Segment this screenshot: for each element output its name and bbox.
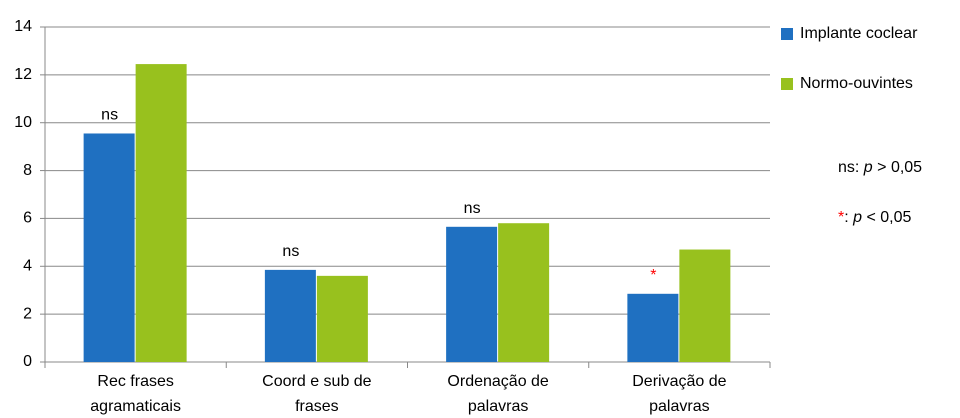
bar bbox=[264, 269, 316, 362]
annotation: ns bbox=[282, 243, 299, 260]
x-tick-label: agramaticais bbox=[90, 398, 181, 415]
y-tick-label: 8 bbox=[23, 162, 32, 179]
legend-swatch bbox=[781, 28, 793, 40]
bar bbox=[135, 64, 187, 362]
legend-swatch bbox=[781, 78, 793, 90]
legend-label: Implante coclear bbox=[800, 25, 918, 42]
y-tick-label: 14 bbox=[14, 18, 32, 35]
legend-label: Normo-ouvintes bbox=[800, 75, 913, 92]
annotation: ns bbox=[101, 107, 118, 124]
x-tick-label: palavras bbox=[649, 398, 709, 415]
note-part: ns: bbox=[838, 159, 864, 176]
y-tick-label: 12 bbox=[14, 66, 32, 83]
bar bbox=[316, 275, 368, 362]
y-tick-label: 4 bbox=[23, 258, 32, 275]
x-tick-label: palavras bbox=[468, 398, 528, 415]
note: *: p < 0,05 bbox=[838, 209, 912, 226]
x-tick-label: Derivação de bbox=[632, 373, 726, 390]
note-part: p bbox=[863, 159, 873, 176]
note-part: < 0,05 bbox=[862, 209, 911, 226]
bar bbox=[627, 293, 679, 362]
bar bbox=[83, 133, 135, 362]
bar bbox=[679, 249, 731, 362]
note-part: > 0,05 bbox=[873, 159, 922, 176]
x-tick-label: Rec frases bbox=[97, 373, 173, 390]
annotation: ns bbox=[464, 200, 481, 217]
y-tick-label: 10 bbox=[14, 114, 32, 131]
x-tick-label: Coord e sub de bbox=[262, 373, 372, 390]
note-part: : bbox=[844, 209, 853, 226]
note: ns: p > 0,05 bbox=[838, 159, 922, 176]
x-tick-label: frases bbox=[295, 398, 339, 415]
annotation: * bbox=[650, 267, 656, 284]
note-part: * bbox=[838, 209, 844, 226]
y-tick-label: 2 bbox=[23, 305, 32, 322]
bar bbox=[498, 223, 550, 362]
bar bbox=[446, 226, 498, 362]
y-tick-label: 6 bbox=[23, 210, 32, 227]
note-part: p bbox=[852, 209, 862, 226]
y-tick-label: 0 bbox=[23, 353, 32, 370]
x-tick-label: Ordenação de bbox=[447, 373, 549, 390]
